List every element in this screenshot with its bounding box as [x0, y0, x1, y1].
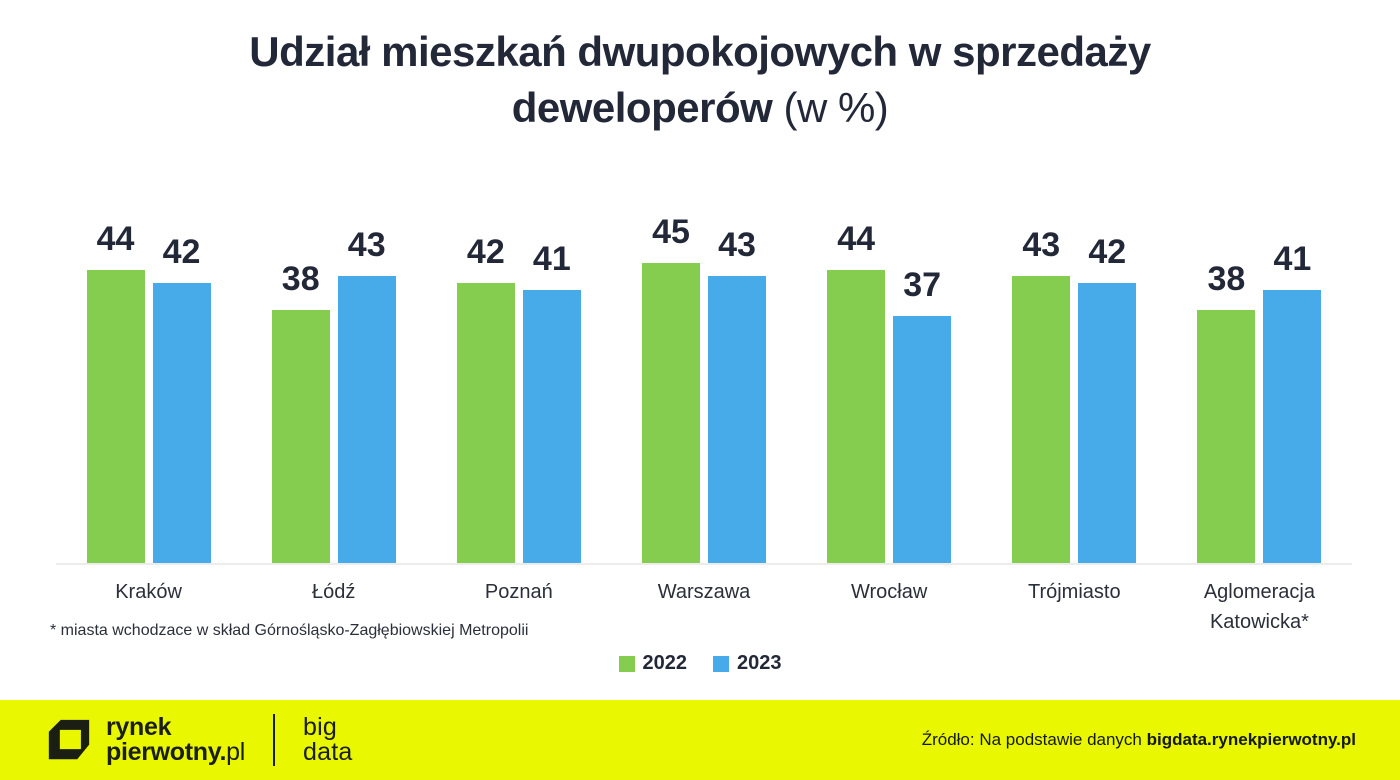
bar-group-7: 38 41 [1167, 215, 1352, 563]
category-row: Kraków Łódź Poznań Warszawa Wrocław Trójmiast… [56, 577, 1352, 637]
bar-rect-2023 [1263, 290, 1322, 563]
bar-value-label: 44 [96, 220, 135, 258]
footer-bar: rynek pierwotny.pl big data Źródło: Na p… [0, 700, 1400, 780]
bar-2022-5: 44 [827, 215, 886, 563]
cube-logo-icon [48, 719, 90, 760]
bar-value-label: 41 [532, 240, 571, 278]
bar-value-label: 44 [837, 220, 876, 258]
bar-rect-2022 [641, 263, 700, 563]
bar-rect-2023 [337, 276, 396, 563]
category-label: Trójmiasto [1027, 581, 1121, 603]
bar-group-1: 44 42 [56, 215, 241, 563]
bar-2022-3: 42 [456, 215, 515, 563]
bar-rect-2022 [86, 270, 145, 563]
bar-group-4: 45 43 [611, 215, 796, 563]
legend: 2022 2023 [0, 652, 1400, 675]
bar-value-label: 43 [347, 226, 386, 264]
bar-value-label: 43 [718, 226, 756, 264]
source-prefix: Źródło: Na podstawie danych [921, 730, 1147, 749]
legend-item-2023: 2023 [713, 652, 782, 675]
logo-line-2: pierwotny.pl [106, 738, 246, 766]
source-text: Źródło: Na podstawie danych bigdata.ryne… [922, 730, 1356, 750]
bar-2023-1: 42 [152, 215, 211, 563]
title-line-2: deweloperów (w %) [511, 83, 889, 131]
bar-rect-2023 [152, 283, 211, 563]
footnote: * miasta wchodzace w skład Górnośląsko-Z… [50, 622, 529, 639]
bar-2022-7: 38 [1197, 215, 1256, 563]
bar-rect-2022 [271, 310, 330, 563]
bar-rect-2023 [1078, 283, 1137, 563]
bar-value-label: 41 [1273, 240, 1312, 278]
logo-text: rynek pierwotny.pl [106, 715, 245, 765]
bar-group-3: 42 41 [426, 215, 611, 563]
bar-2023-5: 37 [893, 215, 952, 563]
bar-2022-1: 44 [86, 215, 145, 563]
category-label: Poznań [484, 581, 553, 603]
logo-divider [273, 714, 276, 766]
legend-label-2023: 2023 [737, 652, 782, 674]
bar-group-2: 38 43 [241, 215, 426, 563]
bar-value-label: 42 [466, 233, 505, 271]
bar-rect-2023 [522, 290, 581, 563]
bar-rect-2022 [1012, 276, 1071, 563]
source-domain: bigdata.rynekpierwotny.pl [1146, 730, 1356, 749]
logo-bigdata: big data [303, 715, 352, 765]
bar-rect-2023 [893, 316, 952, 563]
bar-chart: 44 42 38 43 42 41 45 43 44 37 43 42 38 41 [56, 215, 1352, 565]
page-title: Udział mieszkań dwupokojowych w sprzedaż… [0, 24, 1400, 136]
bar-2022-2: 38 [271, 215, 330, 563]
bar-value-label: 42 [162, 233, 201, 271]
bar-2023-4: 43 [707, 215, 766, 563]
bar-value-label: 42 [1088, 233, 1127, 271]
bar-2023-6: 42 [1078, 215, 1137, 563]
bigdata-line-1: big [303, 713, 337, 741]
category-label: Kraków [115, 581, 182, 603]
logo-rynekpierwotny: rynek pierwotny.pl big data [46, 714, 353, 766]
bigdata-line-2: data [303, 738, 353, 766]
bar-2022-6: 43 [1012, 215, 1071, 563]
category-label: Aglomeracja Katowicka* [1203, 581, 1315, 633]
bar-2023-3: 41 [522, 215, 581, 563]
bar-rect-2023 [707, 276, 766, 563]
legend-label-2022: 2022 [642, 652, 688, 674]
category-label: Wrocław [850, 581, 928, 603]
bar-value-label: 38 [281, 260, 320, 298]
bar-value-label: 37 [903, 266, 942, 304]
bar-value-label: 38 [1207, 260, 1246, 298]
bar-value-label: 45 [652, 213, 690, 251]
bar-group-5: 44 37 [797, 215, 982, 563]
bar-2023-7: 41 [1263, 215, 1322, 563]
bar-group-6: 43 42 [982, 215, 1167, 563]
legend-item-2022: 2022 [618, 652, 688, 675]
bar-2023-2: 43 [337, 215, 396, 563]
title-line-1: Udział mieszkań dwupokojowych w sprzedaż… [249, 28, 1151, 75]
category-label: Łódź [312, 581, 356, 603]
category-label: Warszawa [657, 581, 751, 603]
bar-rect-2022 [456, 283, 515, 563]
bar-rect-2022 [1197, 310, 1256, 563]
bar-2022-4: 45 [641, 213, 700, 563]
logo-line-1: rynek [106, 713, 172, 741]
bar-value-label: 43 [1022, 226, 1061, 264]
legend-swatch-2022 [618, 655, 635, 672]
bar-rect-2022 [827, 270, 886, 563]
legend-swatch-2023 [713, 655, 729, 672]
